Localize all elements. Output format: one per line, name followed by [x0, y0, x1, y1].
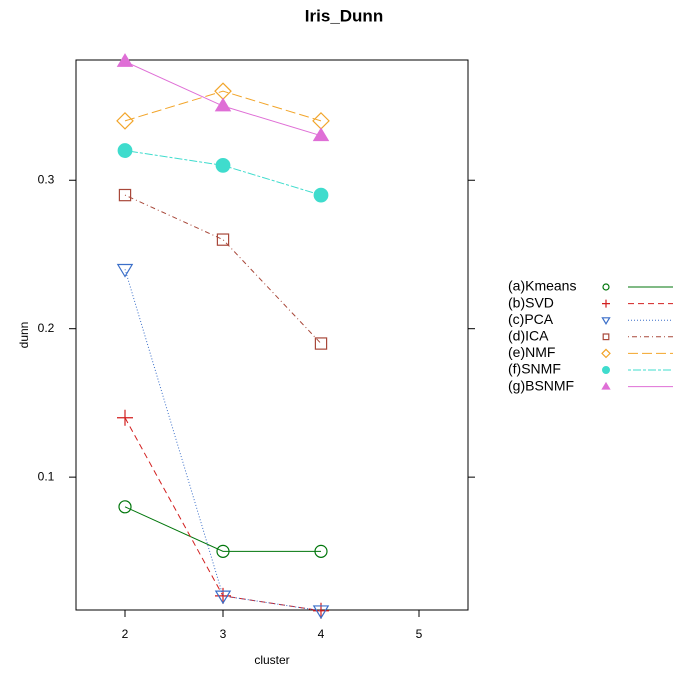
legend-label: (c)PCA: [508, 311, 554, 327]
y-axis-label: dunn: [17, 322, 31, 349]
x-tick-label: 4: [318, 627, 325, 641]
legend-label: (g)BSNMF: [508, 377, 574, 393]
marker: [601, 381, 611, 390]
x-axis-label: cluster: [254, 653, 289, 667]
legend-label: (b)SVD: [508, 294, 554, 310]
marker: [602, 299, 610, 308]
marker: [116, 53, 134, 67]
legend-label: (f)SNMF: [508, 361, 561, 377]
marker: [314, 337, 328, 350]
legend-label: (e)NMF: [508, 344, 555, 360]
marker: [216, 544, 230, 558]
x-tick-label: 5: [416, 627, 423, 641]
marker: [117, 143, 133, 158]
marker: [118, 500, 132, 514]
marker: [312, 605, 330, 620]
marker: [216, 233, 230, 246]
marker: [602, 283, 610, 291]
series-line: [124, 90, 322, 122]
y-tick-label: 0.1: [38, 469, 55, 483]
chart-title: Iris_Dunn: [305, 6, 383, 25]
marker: [214, 97, 232, 112]
y-tick-label: 0.3: [38, 172, 55, 186]
marker: [601, 317, 611, 325]
legend-label: (d)ICA: [508, 328, 549, 344]
marker: [118, 188, 132, 202]
marker: [314, 544, 328, 558]
plot-frame: [75, 59, 469, 611]
marker: [601, 366, 610, 375]
marker: [116, 112, 134, 130]
marker: [601, 348, 611, 359]
marker: [116, 263, 134, 278]
marker: [602, 333, 610, 341]
marker: [117, 409, 133, 426]
marker: [312, 127, 330, 142]
legend-label: (a)Kmeans: [508, 278, 576, 294]
y-tick-label: 0.2: [38, 321, 55, 335]
series-line: [124, 506, 321, 552]
marker: [214, 590, 232, 605]
x-tick-label: 3: [220, 627, 227, 641]
marker: [313, 187, 329, 203]
x-tick-label: 2: [122, 627, 129, 641]
marker: [215, 157, 231, 173]
